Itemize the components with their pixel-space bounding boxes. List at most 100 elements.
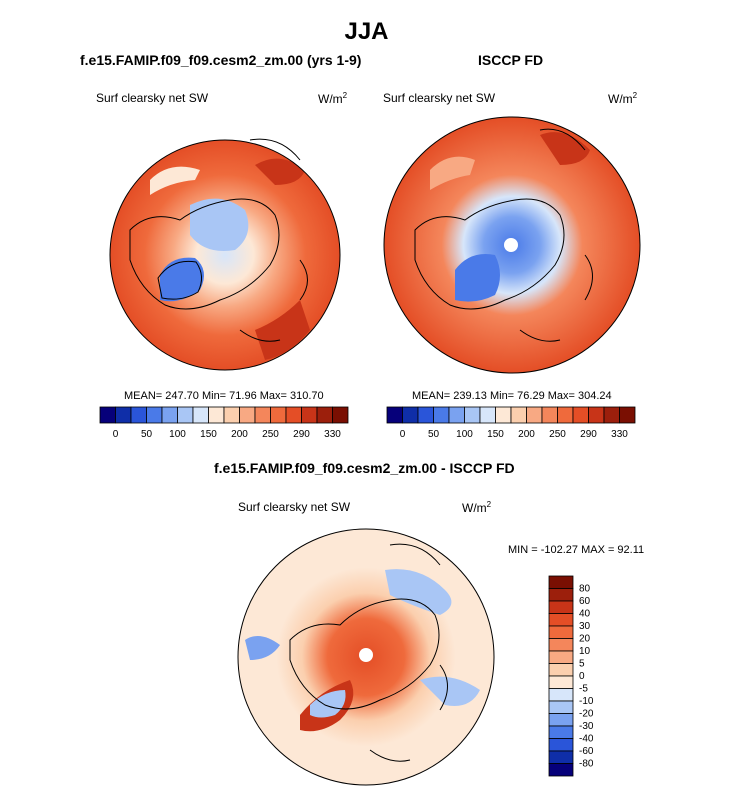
colorbar-swatch [548,750,574,764]
colorbar-swatch [177,406,194,424]
panel-3-units: W/m2 [462,500,492,515]
colorbar-tick-label: -20 [579,709,594,720]
colorbar-tick-label: -60 [579,746,594,757]
colorbar-swatch [548,650,574,664]
colorbar-tick-label: 330 [324,429,341,440]
colorbar-swatch [548,688,574,702]
map-3-asia-negative [385,569,452,615]
colorbar-2: 0 50 100 150 200 250 290 330 [386,406,636,440]
panel-1-units: W/m2 [318,91,348,106]
panel-3-stats: MIN = -102.27 MAX = 92.11 [508,544,645,556]
colorbar-swatch [548,713,574,727]
panel-1-stats: MEAN= 247.70 Min= 71.96 Max= 310.70 [124,390,324,402]
panel-3-variable: Surf clearsky net SW [238,500,351,514]
colorbar-swatch [548,725,574,739]
colorbar-swatch [603,406,620,424]
colorbar-tick-label: 330 [611,429,628,440]
colorbar-tick-label: 290 [580,429,597,440]
colorbar-swatch [548,700,574,714]
map-1-border [109,139,341,371]
colorbar-swatch [557,406,574,424]
colorbar-tick-label: 150 [200,429,217,440]
colorbar-swatch [541,406,558,424]
colorbar-tick-label: 290 [293,429,310,440]
map-1-greenland [160,257,204,302]
colorbar-swatch [386,406,403,424]
colorbar-swatch [479,406,496,424]
colorbar-swatch [548,663,574,677]
colorbar-tick-label: -30 [579,721,594,732]
colorbar-tick-label: 200 [518,429,535,440]
colorbar-swatch [464,406,481,424]
colorbar-swatch [572,406,589,424]
colorbar-swatch [254,406,271,424]
colorbar-tick-label: 100 [456,429,473,440]
map-2-border [383,116,641,374]
map-3-border [237,528,495,786]
colorbar-swatch [526,406,543,424]
colorbar-swatch [417,406,434,424]
map-2-pole-mask [504,238,518,252]
map-1 [109,138,341,371]
colorbar-tick-label: -5 [579,684,588,695]
colorbar-tick-label: 10 [579,646,591,657]
colorbar-tick-label: 200 [231,429,248,440]
colorbar-swatch [192,406,209,424]
map-1-coastline [129,198,280,310]
panel-2-variable: Surf clearsky net SW [383,91,496,105]
colorbar-swatch [548,600,574,614]
map-1-greenland-outline [157,260,202,300]
colorbar-swatch [270,406,287,424]
colorbar-swatch [548,588,574,602]
colorbar-swatch [548,613,574,627]
panel-2-title: ISCCP FD [478,52,544,68]
colorbar-tick-label: 0 [400,429,406,440]
colorbar-swatch [316,406,333,424]
map-2-siberia-coast [430,156,475,190]
map-2-asia-patch [540,132,590,165]
colorbar-swatch [223,406,240,424]
colorbar-tick-label: 250 [549,429,566,440]
colorbar-tick-label: 40 [579,609,591,620]
map-3-europe-negative [420,676,480,706]
colorbar-tick-label: 100 [169,429,186,440]
colorbar-swatch [208,406,225,424]
colorbar-tick-label: 250 [262,429,279,440]
map-3-greenland-negative [310,690,346,718]
colorbar-swatch [115,406,132,424]
map-3-continents [369,543,448,762]
colorbar-swatch [548,675,574,689]
map-1-siberia-coast [150,166,200,195]
colorbar-tick-label: 50 [141,429,153,440]
colorbar-swatch [448,406,465,424]
colorbar-swatch [239,406,256,424]
colorbar-swatch [548,738,574,752]
map-2-greenland [455,254,500,302]
map-2 [383,116,641,374]
panel-2-units: W/m2 [608,91,638,106]
map-2-coastline [414,198,565,310]
map-2-continents [519,128,593,342]
colorbar-swatch [548,638,574,652]
colorbar-tick-label: 30 [579,621,591,632]
colorbar-swatch [332,406,349,424]
map-1-disc [110,140,340,370]
colorbar-swatch [548,625,574,639]
colorbar-tick-label: -40 [579,734,594,745]
colorbar-swatch [510,406,527,424]
panel-1-variable: Surf clearsky net SW [96,91,209,105]
colorbar-swatch [146,406,163,424]
map-3-coastline [289,598,440,710]
colorbar-swatch [548,763,574,777]
panel-3-title: f.e15.FAMIP.f09_f09.cesm2_zm.00 - ISCCP … [214,460,515,476]
map-3-canada-negative [245,636,280,660]
colorbar-swatch [495,406,512,424]
map-1-asia-patch [255,158,305,185]
colorbar-swatch [402,406,419,424]
colorbar-swatch [433,406,450,424]
colorbar-tick-label: 150 [487,429,504,440]
colorbar-tick-label: 50 [428,429,440,440]
colorbar-swatch [130,406,147,424]
